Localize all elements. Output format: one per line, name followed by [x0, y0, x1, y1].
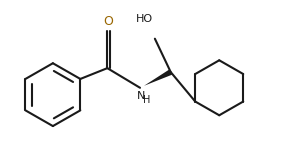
Text: N: N	[137, 91, 145, 101]
Polygon shape	[144, 69, 172, 86]
Text: H: H	[143, 95, 151, 105]
Text: O: O	[103, 15, 113, 28]
Text: HO: HO	[135, 14, 153, 24]
